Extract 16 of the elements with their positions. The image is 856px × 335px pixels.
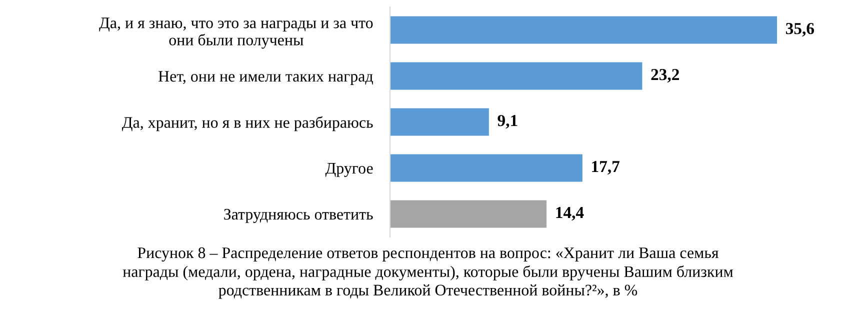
bar [390, 62, 642, 90]
y-tick-label: Да, и я знаю, что это за награды и за что они были получены [99, 18, 373, 49]
data-label: 14,4 [556, 207, 584, 221]
data-label: 35,6 [786, 22, 814, 37]
y-tick-label: Затрудняюсь ответить [224, 208, 373, 223]
bar [390, 154, 582, 182]
data-label: 23,2 [651, 68, 679, 83]
bar [390, 108, 489, 136]
bar [390, 16, 777, 44]
text: Рисунок 8 – Распределение ответов респондентов на вопрос: «Хранит ли Ваша семья награды (медали, ордена, наградные документы), которые были вручены Вашим близким родственникам в годы Великой Отечественной войны?²», в % [122, 247, 734, 299]
y-tick-label: Да, хранит, но я в них не разбираюсь [122, 116, 373, 132]
data-label: 9,1 [498, 114, 518, 129]
bar [390, 200, 547, 228]
data-label: 17,7 [592, 161, 620, 175]
y-tick-label: Нет, они не имели таких наград [158, 71, 373, 85]
y-tick-label: Другое [325, 163, 373, 177]
